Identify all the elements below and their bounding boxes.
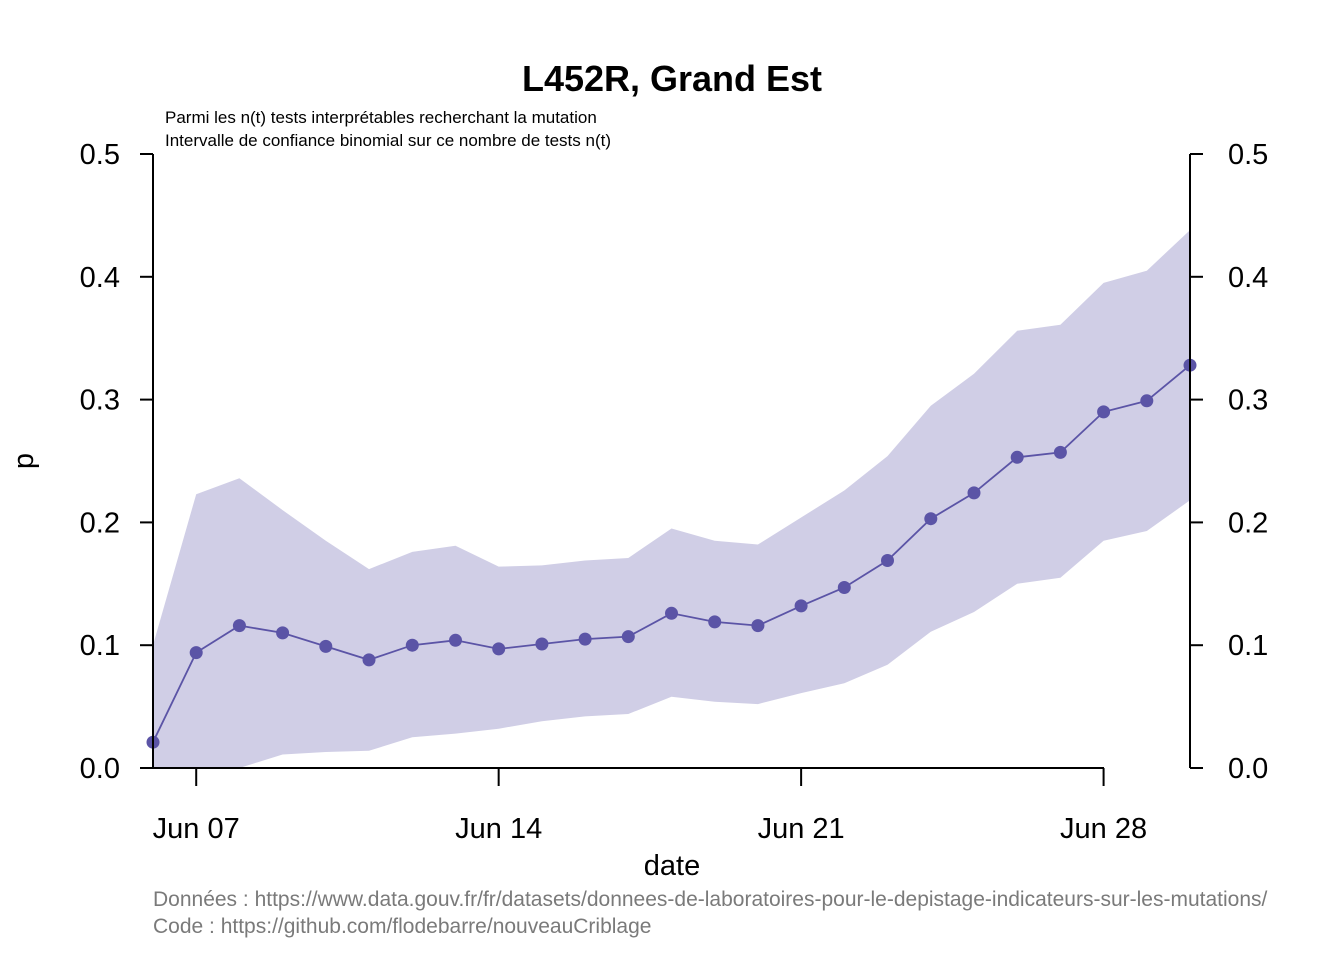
data-point	[449, 633, 462, 647]
x-tick-label: Jun 14	[455, 813, 542, 845]
y-tick-label-left: 0.3	[80, 385, 120, 417]
y-tick-label-right: 0.5	[1228, 139, 1268, 171]
x-tick-label: Jun 07	[153, 813, 240, 845]
y-tick-label-left: 0.5	[80, 139, 120, 171]
data-point	[232, 619, 246, 633]
chart-title: L452R, Grand Est	[522, 58, 822, 99]
x-tick-label: Jun 21	[758, 813, 845, 845]
y-tick-label-right: 0.3	[1228, 385, 1268, 417]
y-tick-label-right: 0.2	[1228, 507, 1268, 539]
y-tick-label-right: 0.1	[1228, 630, 1268, 662]
data-point	[837, 581, 851, 594]
y-tick-label-left: 0.1	[80, 630, 120, 662]
data-point	[1140, 394, 1154, 408]
data-point	[1097, 405, 1111, 419]
data-point	[665, 606, 678, 620]
data-point	[1010, 450, 1024, 464]
y-tick-label-left: 0.0	[80, 753, 120, 785]
x-tick-label: Jun 28	[1060, 813, 1147, 845]
data-point	[1053, 445, 1067, 459]
data-point	[362, 653, 376, 667]
y-tick-label-left: 0.4	[80, 262, 120, 294]
y-tick-label-right: 0.0	[1228, 753, 1268, 785]
y-tick-label-left: 0.2	[80, 507, 120, 539]
data-source-line: Données : https://www.data.gouv.fr/fr/da…	[153, 888, 1267, 911]
data-point	[276, 626, 290, 640]
data-point	[189, 646, 203, 660]
data-point	[967, 486, 981, 500]
data-point	[578, 632, 592, 646]
confidence-band	[153, 230, 1190, 769]
y-axis-label: p	[8, 453, 40, 469]
data-point	[405, 638, 419, 652]
data-point	[924, 512, 938, 526]
data-point	[621, 630, 635, 644]
data-point	[319, 639, 333, 653]
x-axis-label: date	[644, 850, 700, 882]
data-point	[794, 599, 808, 613]
data-point	[708, 615, 722, 629]
data-point	[492, 642, 506, 656]
axes: 0.0 0.0 0.1 0.1 0.2 0.2 0.3 0.3 0.4 0.4 0.5 0.5 Jun …	[80, 139, 1269, 845]
data-point	[535, 637, 549, 651]
code-source-line: Code : https://github.com/flodebarre/nou…	[153, 915, 651, 938]
data-point	[881, 554, 894, 567]
plot-area	[146, 230, 1197, 769]
subtitle-line-2: Intervalle de confiance binomial sur ce …	[165, 131, 611, 150]
subtitle-line-1: Parmi les n(t) tests interprétables rech…	[165, 108, 597, 127]
y-tick-label-right: 0.4	[1228, 262, 1268, 294]
data-point	[751, 619, 765, 633]
